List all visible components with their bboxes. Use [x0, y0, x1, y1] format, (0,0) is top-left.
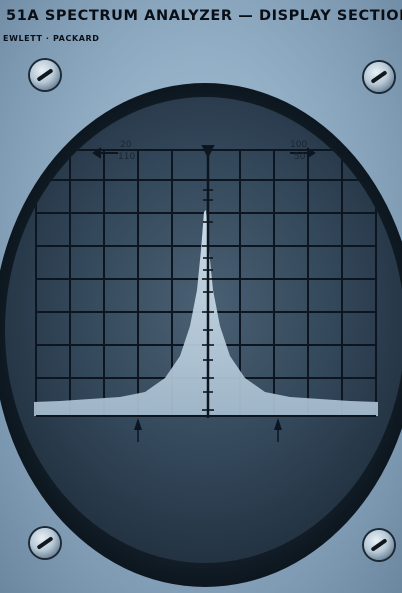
scale-label-left-top: 20 — [120, 140, 132, 150]
panel-title: 51A SPECTRUM ANALYZER — DISPLAY SECTION — [6, 8, 402, 24]
screw-icon — [30, 60, 60, 90]
screw-icon — [364, 530, 394, 560]
scale-label-right-top: 100 — [290, 140, 308, 150]
screw-icon — [30, 528, 60, 558]
screw-icon — [364, 62, 394, 92]
manufacturer-label: EWLETT · PACKARD — [3, 34, 100, 43]
spectrum-trace — [34, 210, 378, 416]
scale-label-left-bottom: 110 — [118, 152, 136, 162]
scale-label-right-bottom: 50 — [294, 152, 306, 162]
